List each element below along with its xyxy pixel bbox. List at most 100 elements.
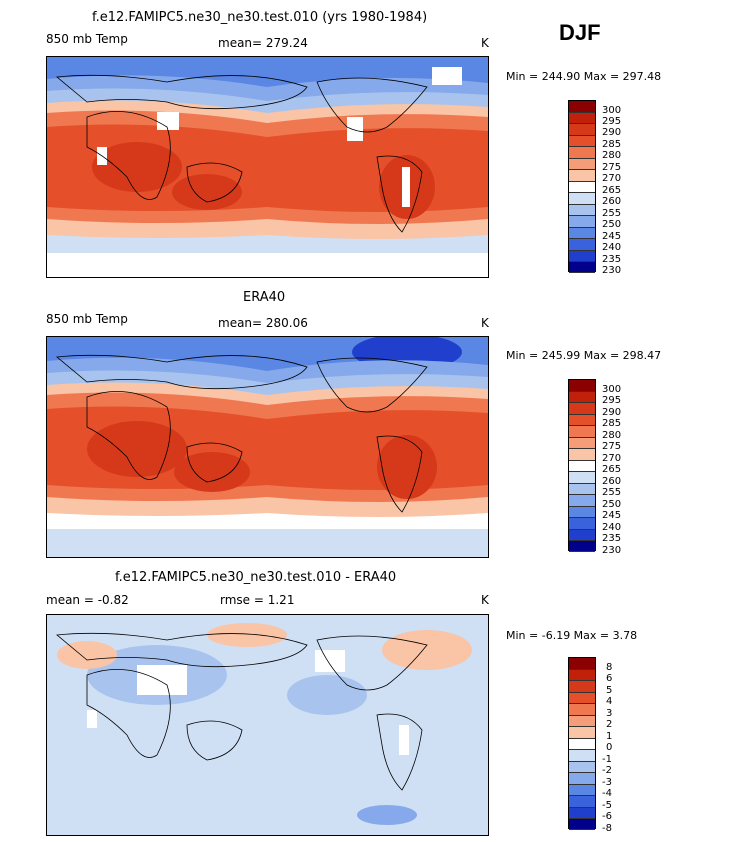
- colorbar-box: [569, 250, 595, 262]
- panel-1-minmax-label: Min = 244.90 Max = 297.48: [506, 70, 662, 83]
- panel-3-map: [46, 614, 489, 836]
- map-blob-australia: [172, 174, 242, 210]
- colorbar-label: 3: [606, 708, 613, 719]
- colorbar-label: 265: [602, 185, 622, 196]
- colorbar-box: [569, 112, 595, 124]
- colorbar-label: 240: [602, 242, 622, 253]
- map-blob-cool-pacific: [287, 675, 367, 715]
- map-blob-africa: [92, 142, 182, 192]
- colorbar-label: 290: [602, 407, 622, 418]
- colorbar-label: 290: [602, 127, 622, 138]
- panel-1-units-label: K: [481, 36, 489, 50]
- panel-3-rmse-label: rmse = 1.21: [220, 593, 295, 607]
- map-coastlines: [56, 632, 428, 791]
- colorbar-label: 245: [602, 510, 622, 521]
- colorbar-label: 0: [606, 742, 613, 753]
- colorbar-label: 295: [602, 395, 622, 406]
- map-blob-warm-europe: [57, 641, 117, 669]
- panel-1-colorbar: [568, 100, 596, 273]
- panel-3-colorbar: [568, 657, 596, 830]
- colorbar-label: 300: [602, 384, 622, 395]
- colorbar-box: [569, 460, 595, 472]
- map-missing-data: [87, 650, 409, 755]
- colorbar-box: [569, 529, 595, 541]
- colorbar-box: [569, 170, 595, 182]
- colorbar-box: [569, 715, 595, 727]
- panel-2-mean-label: mean= 280.06: [218, 316, 308, 330]
- colorbar-box: [569, 426, 595, 438]
- colorbar-label: 260: [602, 196, 622, 207]
- colorbar-label: -8: [602, 823, 612, 834]
- colorbar-label: 230: [602, 545, 622, 556]
- colorbar-label: 270: [602, 453, 622, 464]
- panel-1-map-svg: [47, 57, 488, 277]
- colorbar-box: [569, 773, 595, 785]
- map-blob-australia: [174, 452, 250, 492]
- colorbar-box: [569, 391, 595, 403]
- colorbar-label: 240: [602, 522, 622, 533]
- colorbar-label: 6: [606, 673, 613, 684]
- colorbar-label: 260: [602, 476, 622, 487]
- colorbar-label: 285: [602, 418, 622, 429]
- colorbar-box: [569, 147, 595, 159]
- colorbar-box: [569, 101, 595, 113]
- colorbar-box: [569, 750, 595, 762]
- colorbar-box: [569, 669, 595, 681]
- colorbar-label: 250: [602, 219, 622, 230]
- panel-3-title: f.e12.FAMIPC5.ne30_ne30.test.010 - ERA40: [115, 570, 397, 585]
- panel-2-map: [46, 336, 489, 558]
- map-blob-warm-arctic: [207, 623, 287, 647]
- colorbar-box: [569, 239, 595, 251]
- panel-3-units-label: K: [481, 593, 489, 607]
- panel-2-title: ERA40: [243, 290, 286, 305]
- colorbar-label: 270: [602, 173, 622, 184]
- colorbar-label: 280: [602, 430, 622, 441]
- map-blob-cool-antarctic: [357, 805, 417, 825]
- colorbar-box: [569, 727, 595, 739]
- colorbar-label: 275: [602, 441, 622, 452]
- colorbar-box: [569, 380, 595, 392]
- colorbar-box: [569, 437, 595, 449]
- panel-2-colorbar: [568, 379, 596, 552]
- colorbar-box: [569, 414, 595, 426]
- colorbar-box: [569, 518, 595, 530]
- colorbar-box: [569, 227, 595, 239]
- panel-3-mean-label: mean = -0.82: [46, 593, 129, 607]
- map-band-9: [47, 253, 488, 277]
- colorbar-box: [569, 449, 595, 461]
- colorbar-label: 255: [602, 487, 622, 498]
- colorbar-box: [569, 761, 595, 773]
- colorbar-box: [569, 784, 595, 796]
- map-blob-samerica: [377, 435, 437, 499]
- colorbar-label: 230: [602, 265, 622, 276]
- colorbar-label: -6: [602, 811, 612, 822]
- panel-1-mean-label: mean= 279.24: [218, 36, 308, 50]
- panel-2-variable-label: 850 mb Temp: [46, 312, 128, 326]
- colorbar-label: 235: [602, 533, 622, 544]
- colorbar-label: 250: [602, 499, 622, 510]
- panel-2-map-svg: [47, 337, 488, 557]
- colorbar-box: [569, 738, 595, 750]
- colorbar-box: [569, 204, 595, 216]
- colorbar-label: 5: [606, 685, 613, 696]
- colorbar-label: -5: [602, 800, 612, 811]
- colorbar-box: [569, 193, 595, 205]
- panel-1-title: f.e12.FAMIPC5.ne30_ne30.test.010 (yrs 19…: [92, 10, 428, 25]
- colorbar-box: [569, 181, 595, 193]
- colorbar-box: [569, 472, 595, 484]
- colorbar-label: 300: [602, 105, 622, 116]
- colorbar-box: [569, 658, 595, 670]
- colorbar-box: [569, 807, 595, 819]
- colorbar-label: -2: [602, 765, 612, 776]
- map-missing-data: [97, 67, 462, 207]
- colorbar-label: 255: [602, 208, 622, 219]
- season-label: DJF: [559, 20, 601, 45]
- map-band-9: [47, 529, 488, 557]
- map-coastlines: [56, 74, 428, 233]
- colorbar-box: [569, 692, 595, 704]
- map-coastlines: [56, 354, 428, 513]
- colorbar-label: 285: [602, 139, 622, 150]
- colorbar-label: 295: [602, 116, 622, 127]
- colorbar-box: [569, 819, 595, 830]
- colorbar-box: [569, 541, 595, 552]
